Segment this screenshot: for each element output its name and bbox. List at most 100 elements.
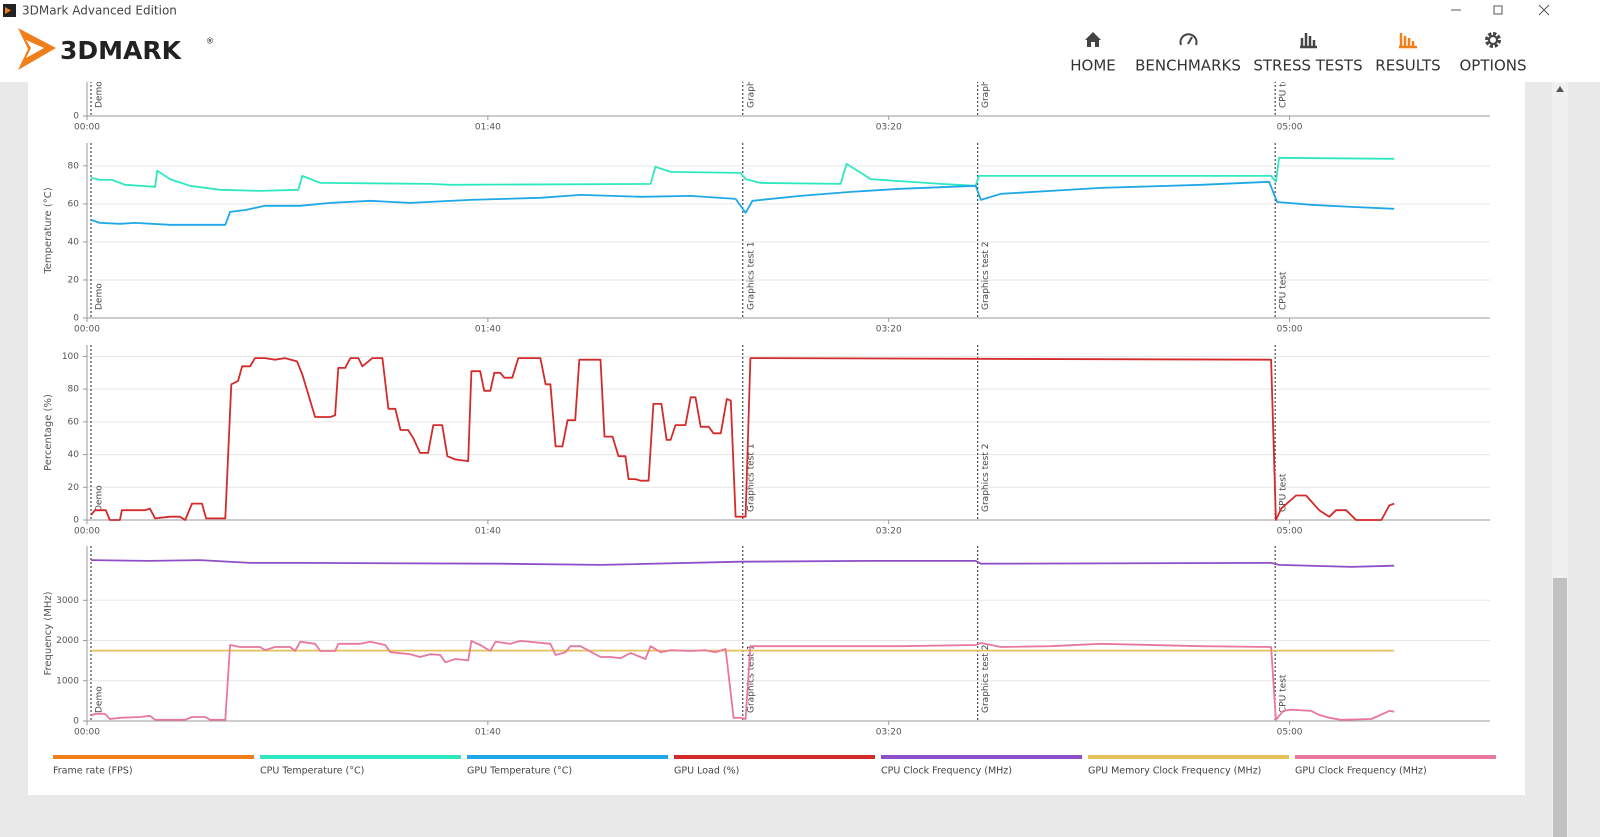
test-marker-label: Demo <box>95 81 105 108</box>
test-marker-label: Graphics test 1 <box>746 242 756 310</box>
test-marker-label: Graphics test 2 <box>981 242 991 310</box>
results-panel <box>28 82 1525 795</box>
y-tick-label: 80 <box>68 385 80 395</box>
legend: Frame rate (FPS) CPU Temperature (°C) GPU … <box>53 755 1496 777</box>
restore[interactable] <box>1493 5 1503 15</box>
legend-swatch[interactable] <box>260 755 461 759</box>
x-tick-label: 00:00 <box>74 527 100 537</box>
test-marker-label: CPU test <box>1279 271 1289 310</box>
scroll-up[interactable] <box>1556 86 1564 92</box>
legend-swatch[interactable] <box>53 755 254 759</box>
scrollbar-thumb[interactable] <box>1553 578 1567 837</box>
y-tick-label: 100 <box>62 352 79 362</box>
y-tick-label: 0 <box>73 717 79 727</box>
y-tick-label: 40 <box>68 450 80 460</box>
series-line <box>90 357 1395 521</box>
y-tick-label: 20 <box>68 483 80 493</box>
legend-label[interactable]: CPU Clock Frequency (MHz) <box>881 766 1012 777</box>
x-tick-label: 05:00 <box>1277 728 1303 738</box>
x-tick-label: 01:40 <box>475 325 501 335</box>
brand-mark: ® <box>206 37 214 46</box>
x-tick-label: 05:00 <box>1277 527 1303 537</box>
y-tick-label: 20 <box>68 275 80 285</box>
legend-swatch[interactable] <box>1295 755 1496 759</box>
options-icon[interactable] <box>1485 32 1501 48</box>
nav-item[interactable]: HOME <box>1070 57 1116 75</box>
logo: 3DMARK ® <box>18 28 214 70</box>
test-marker-label: Graphics test 2 <box>981 444 991 512</box>
x-tick-label: 00:00 <box>74 325 100 335</box>
y-tick-label: 0 <box>73 314 79 324</box>
x-tick-label: 03:20 <box>876 123 902 133</box>
chart: 000:00 01:40 03:20 05:00 Demo Graphics test 1… <box>73 40 1490 133</box>
test-marker-label: CPU test <box>1279 69 1289 108</box>
y-tick-label: 1000 <box>56 676 79 686</box>
legend-label[interactable]: GPU Clock Frequency (MHz) <box>1295 766 1427 777</box>
legend-label[interactable]: CPU Temperature (°C) <box>260 766 364 777</box>
test-marker-label: Graphics test 2 <box>981 40 991 108</box>
nav-item[interactable]: BENCHMARKS <box>1135 57 1241 75</box>
benchmarks-icon[interactable] <box>1179 33 1198 46</box>
x-tick-label: 00:00 <box>74 728 100 738</box>
nav-item[interactable]: OPTIONS <box>1460 57 1527 75</box>
results-icon[interactable] <box>1399 33 1417 49</box>
test-marker-label: Graphics test 2 <box>981 645 991 713</box>
x-tick-label: 03:20 <box>876 325 902 335</box>
window-controls <box>1451 4 1550 16</box>
chart: 0 20 40 60 80 00:00 01:40 03:20 05:00 Temperature… <box>43 143 1490 335</box>
test-marker-label: Graphics test 1 <box>746 645 756 713</box>
y-axis-label: Temperature (°C) <box>43 187 54 274</box>
y-tick-label: 0 <box>73 516 79 526</box>
test-marker-label: Graphics test 1 <box>746 40 756 108</box>
series-line <box>90 559 1395 568</box>
test-marker-label: Demo <box>95 686 105 713</box>
benchmarks-icon-needle <box>1187 36 1193 45</box>
y-axis-label: Frequency (MHz) <box>43 591 54 675</box>
y-axis-label: Percentage (%) <box>43 394 54 471</box>
window-title: 3DMark Advanced Edition <box>22 4 177 18</box>
legend-label[interactable]: GPU Temperature (°C) <box>467 766 572 777</box>
legend-swatch[interactable] <box>881 755 1082 759</box>
nav-item[interactable]: RESULTS <box>1375 57 1440 75</box>
x-tick-label: 05:00 <box>1277 325 1303 335</box>
nav-icons <box>1085 32 1501 49</box>
test-marker-label: CPU test <box>1279 473 1289 512</box>
close[interactable] <box>1538 4 1550 16</box>
y-tick-label: 60 <box>68 199 80 209</box>
test-marker-label: Demo <box>95 485 105 512</box>
legend-swatch[interactable] <box>1088 755 1289 759</box>
nav: HOME BENCHMARKS STRESS TESTS RESULTS OPTIONS <box>1070 57 1526 75</box>
options-icon-core <box>1488 35 1498 45</box>
stress-tests-icon[interactable] <box>1300 33 1317 49</box>
app-icon-mark <box>5 7 11 14</box>
test-marker-label: CPU test <box>1279 674 1289 713</box>
x-tick-label: 01:40 <box>475 123 501 133</box>
chart: 0 20 40 60 80 100 00:00 01:40 03:20 05:00 Percenta… <box>43 345 1490 537</box>
legend-swatch[interactable] <box>467 755 668 759</box>
y-tick-label: 60 <box>68 417 80 427</box>
brand-name: 3DMARK <box>60 36 183 65</box>
x-tick-label: 05:00 <box>1277 123 1303 133</box>
home-icon[interactable] <box>1085 32 1101 47</box>
series-line <box>90 180 1395 226</box>
test-marker-label: Graphics test 1 <box>746 444 756 512</box>
y-tick-label: 40 <box>68 237 80 247</box>
x-tick-label: 03:20 <box>876 527 902 537</box>
legend-label[interactable]: GPU Memory Clock Frequency (MHz) <box>1088 766 1261 777</box>
legend-swatch[interactable] <box>674 755 875 759</box>
x-tick-label: 00:00 <box>74 123 100 133</box>
x-tick-label: 03:20 <box>876 728 902 738</box>
nav-item[interactable]: STRESS TESTS <box>1253 57 1362 75</box>
series-line <box>90 640 1395 721</box>
y-tick-label: 80 <box>68 161 80 171</box>
legend-label[interactable]: GPU Load (%) <box>674 766 739 777</box>
legend-label[interactable]: Frame rate (FPS) <box>53 766 133 777</box>
logo-chevron-inner <box>26 40 44 58</box>
y-tick-label: 3000 <box>56 596 79 606</box>
y-tick-label: 0 <box>73 112 79 122</box>
chart: 0 1000 2000 3000 00:00 01:40 03:20 05:00 Frequen… <box>43 546 1490 738</box>
test-marker-label: Demo <box>95 283 105 310</box>
y-tick-label: 2000 <box>56 636 79 646</box>
